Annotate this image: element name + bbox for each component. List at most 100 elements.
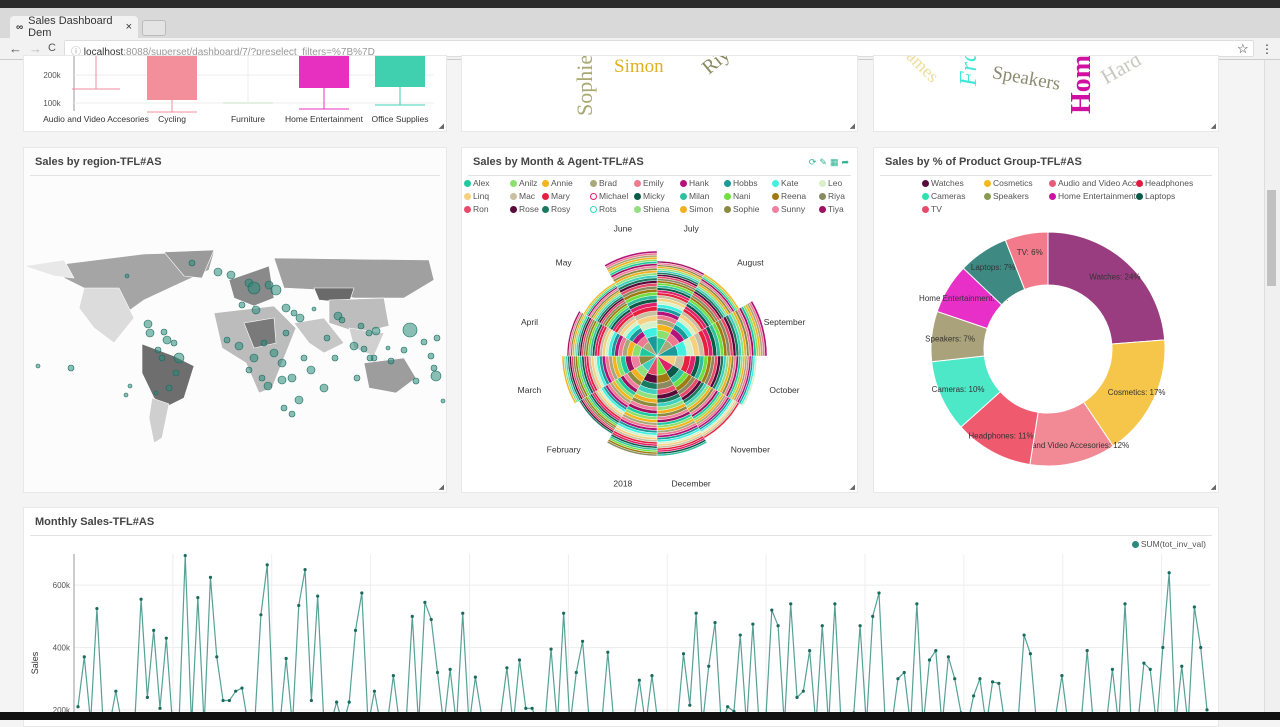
page-scrollbar[interactable] — [1264, 60, 1280, 720]
legend-item-brad[interactable]: Brad — [590, 178, 617, 188]
data-point — [726, 705, 730, 709]
legend-item-reena[interactable]: Reena — [772, 191, 806, 201]
legend-label: Micky — [643, 191, 665, 201]
legend-item-mary[interactable]: Mary — [542, 191, 570, 201]
browser-tab[interactable]: ∞ Sales Dashboard Dem × — [10, 15, 138, 39]
legend-item-micky[interactable]: Micky — [634, 191, 665, 201]
resize-handle[interactable]: ◢ — [849, 484, 855, 491]
panel-title: Monthly Sales-TFL#AS — [35, 516, 155, 528]
data-point — [353, 628, 358, 632]
resize-handle[interactable]: ◢ — [438, 123, 444, 130]
legend-item-sunny[interactable]: Sunny — [772, 204, 805, 214]
legend-item[interactable]: TV — [922, 204, 942, 214]
legend-item-ron[interactable]: Ron — [464, 204, 489, 214]
resize-handle[interactable]: ◢ — [1210, 123, 1216, 130]
bookmark-star-icon[interactable]: ☆ — [1237, 41, 1249, 56]
legend-item[interactable]: Cosmetics — [984, 178, 1033, 188]
legend-dot — [590, 192, 597, 200]
slice-label: Audio and Video Accesories: 12% — [1009, 441, 1129, 450]
month-label: August — [737, 258, 764, 268]
legend-item-riya[interactable]: Riya — [819, 191, 845, 201]
legend-item-kate[interactable]: Kate — [772, 178, 799, 188]
legend-item-simon[interactable]: Simon — [680, 204, 713, 214]
legend-item-tiya[interactable]: Tiya — [819, 204, 844, 214]
resize-handle[interactable]: ◢ — [849, 123, 855, 130]
legend-item[interactable]: Speakers — [984, 191, 1029, 201]
legend-label: Cosmetics — [993, 178, 1033, 188]
sales-bubble — [260, 339, 268, 347]
legend-item-rose[interactable]: Rose — [510, 204, 539, 214]
legend-item-mac[interactable]: Mac — [510, 191, 535, 201]
legend-item-nani[interactable]: Nani — [724, 191, 750, 201]
donut-chart: Watches: 24% Cosmetics: 17% Audio and Vide… — [919, 231, 1166, 467]
legend-item[interactable]: Audio and Video Acc... — [1049, 178, 1143, 188]
legend-item-sophie[interactable]: Sophie — [724, 204, 759, 214]
legend-item-hobbs[interactable]: Hobbs — [724, 178, 758, 188]
data-point — [524, 706, 528, 710]
legend-item[interactable]: Headphones — [1136, 178, 1193, 188]
table-icon[interactable]: ▦ — [829, 157, 839, 167]
legend-item-hank[interactable]: Hank — [680, 178, 709, 188]
legend-item-shiena[interactable]: Shiena — [634, 204, 669, 214]
data-point — [915, 602, 919, 606]
back-icon[interactable]: ← — [9, 41, 22, 56]
scrollbar-thumb[interactable] — [1267, 190, 1276, 286]
data-point — [770, 608, 774, 612]
sales-bubble — [311, 306, 317, 312]
legend-item[interactable]: Watches — [922, 178, 964, 188]
sales-bubble — [247, 281, 261, 295]
new-tab-button[interactable] — [142, 20, 166, 36]
data-point — [410, 614, 414, 618]
month-label: March — [518, 385, 542, 395]
data-point — [265, 563, 269, 567]
share-icon[interactable]: ➦ — [841, 157, 849, 167]
legend-label: SUM(tot_inv_val) — [1140, 539, 1206, 549]
legend-label: Sophie — [733, 204, 760, 214]
data-point — [1022, 633, 1026, 637]
sales-bubble — [288, 410, 296, 418]
legend-item-anilz[interactable]: Anilz — [510, 178, 537, 188]
legend-label: Linq — [473, 191, 490, 201]
legend-label: Ron — [473, 204, 489, 214]
legend-item-linq[interactable]: Linq — [464, 191, 489, 201]
legend-item-leo[interactable]: Leo — [819, 178, 842, 188]
line-chart-panel: Monthly Sales-TFL#AS SUM(tot_inv_val) 60… — [23, 507, 1219, 727]
legend-item-michael[interactable]: Michael — [590, 191, 628, 201]
legend-dot — [1136, 192, 1143, 200]
world-map[interactable] — [24, 148, 448, 494]
data-point — [1123, 602, 1127, 606]
legend-item[interactable]: Cameras — [922, 191, 965, 201]
forward-icon[interactable]: → — [29, 41, 42, 56]
legend-item-alex[interactable]: Alex — [464, 178, 490, 188]
legend-dot — [542, 179, 549, 187]
browser-menu-icon[interactable]: ⋮ — [1261, 42, 1273, 56]
resize-handle[interactable]: ◢ — [438, 484, 444, 491]
legend-dot — [922, 205, 929, 213]
reload-icon[interactable]: C — [48, 42, 56, 54]
series-line — [77, 555, 1208, 713]
legend-item-annie[interactable]: Annie — [542, 178, 573, 188]
slice-label: Headphones: 11% — [968, 432, 1033, 441]
legend-label: Sunny — [781, 204, 806, 214]
legend-item-rosy[interactable]: Rosy — [542, 204, 570, 214]
data-point — [347, 700, 351, 704]
sales-bubble — [124, 273, 130, 279]
data-point — [234, 689, 238, 693]
boxplot-panel: 200k 100k Audio and Video Accesories Cyclin… — [23, 55, 447, 132]
data-point — [833, 602, 837, 606]
legend-item-milan[interactable]: Milan — [680, 191, 709, 201]
legend-item[interactable]: Home Entertainment — [1049, 191, 1136, 201]
edit-icon[interactable]: ✎ — [819, 157, 827, 167]
legend-item-emily[interactable]: Emily — [634, 178, 664, 188]
panel-title: Sales by % of Product Group-TFL#AS — [885, 156, 1082, 168]
slice-label: Home Entertainment: 7% — [919, 294, 1008, 303]
resize-handle[interactable]: ◢ — [1210, 484, 1216, 491]
sales-bubble — [277, 358, 287, 368]
legend-dot — [772, 179, 779, 187]
legend-item-rots[interactable]: Rots — [590, 204, 616, 214]
legend-dot — [1049, 192, 1056, 200]
legend-item[interactable]: Laptops — [1136, 191, 1175, 201]
refresh-icon[interactable]: ⟳ — [808, 157, 817, 167]
tab-close-icon[interactable]: × — [125, 21, 132, 33]
line-legend-item[interactable]: SUM(tot_inv_val) — [1131, 539, 1206, 549]
